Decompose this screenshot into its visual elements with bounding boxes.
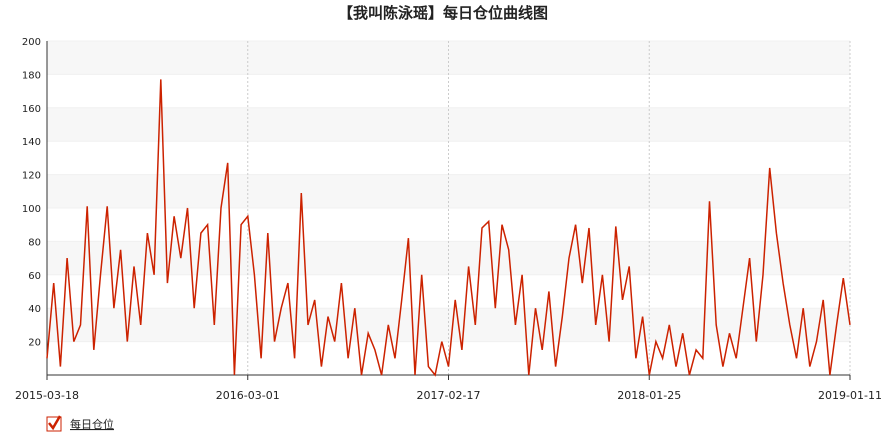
y-tick-label: 200 [22,37,41,48]
x-tick-label: 2015-03-18 [15,389,79,402]
y-tick-label: 120 [22,171,41,182]
grid-band [47,107,850,142]
legend-label[interactable]: 每日仓位 [70,417,114,431]
y-tick-label: 160 [22,104,41,115]
x-tick-label: 2016-03-01 [216,389,280,402]
y-tick-label: 20 [28,338,41,349]
y-tick-label: 100 [22,204,41,215]
y-tick-label: 60 [28,271,41,282]
legend[interactable]: 每日仓位 [46,415,114,432]
y-tick-label: 180 [22,70,41,81]
y-tick-label: 80 [28,237,41,248]
x-tick-label: 2017-02-17 [417,389,481,402]
checkmark [48,415,62,431]
x-tick-label: 2018-01-25 [617,389,681,402]
y-tick-label: 140 [22,137,41,148]
data-line [46,79,851,377]
x-tick-label: 2019-01-11 [818,389,882,402]
chart-title: 【我叫陈泳瑶】每日仓位曲线图 [338,4,548,22]
y-tick-label: 40 [28,304,41,315]
